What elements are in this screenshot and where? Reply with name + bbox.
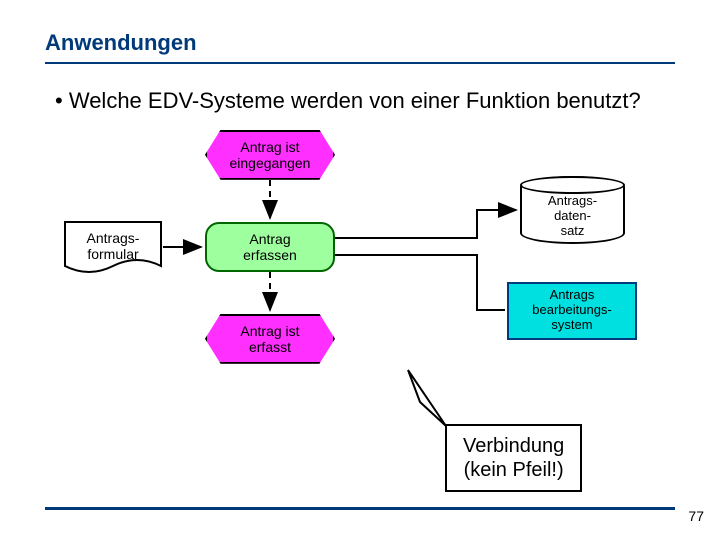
node-label: Antrag isteingegangen bbox=[230, 139, 311, 171]
callout-line1: Verbindung bbox=[463, 434, 564, 458]
title-underline bbox=[45, 62, 675, 64]
database-antragsdatensatz: Antrags-daten-satz bbox=[520, 176, 625, 244]
slide: Anwendungen Welche EDV-Systeme werden vo… bbox=[0, 0, 720, 540]
event-antrag-eingegangen: Antrag isteingegangen bbox=[205, 130, 335, 180]
node-label: Antragerfassen bbox=[243, 231, 297, 263]
callout-line2: (kein Pfeil!) bbox=[463, 458, 564, 482]
node-label: Antrags-formular bbox=[63, 230, 163, 262]
diagram: Antrag isteingegangen Antragerfassen Ant… bbox=[45, 130, 685, 390]
callout-pointer bbox=[400, 362, 460, 432]
system-antragsbearbeitung: Antragsbearbeitungs-system bbox=[507, 282, 637, 340]
callout-box: Verbindung (kein Pfeil!) bbox=[445, 424, 582, 492]
function-antrag-erfassen: Antragerfassen bbox=[205, 222, 335, 272]
node-label: Antrags-daten-satz bbox=[522, 194, 623, 239]
node-label: Antrag isterfasst bbox=[240, 323, 299, 355]
event-antrag-erfasst: Antrag isterfasst bbox=[205, 314, 335, 364]
bullet-text: Welche EDV-Systeme werden von einer Funk… bbox=[45, 86, 675, 116]
node-label: Antragsbearbeitungs-system bbox=[532, 288, 612, 333]
document-antragsformular: Antrags-formular bbox=[63, 220, 163, 280]
page-title: Anwendungen bbox=[45, 30, 675, 56]
page-number: 77 bbox=[688, 508, 704, 524]
footer-line bbox=[45, 507, 675, 510]
